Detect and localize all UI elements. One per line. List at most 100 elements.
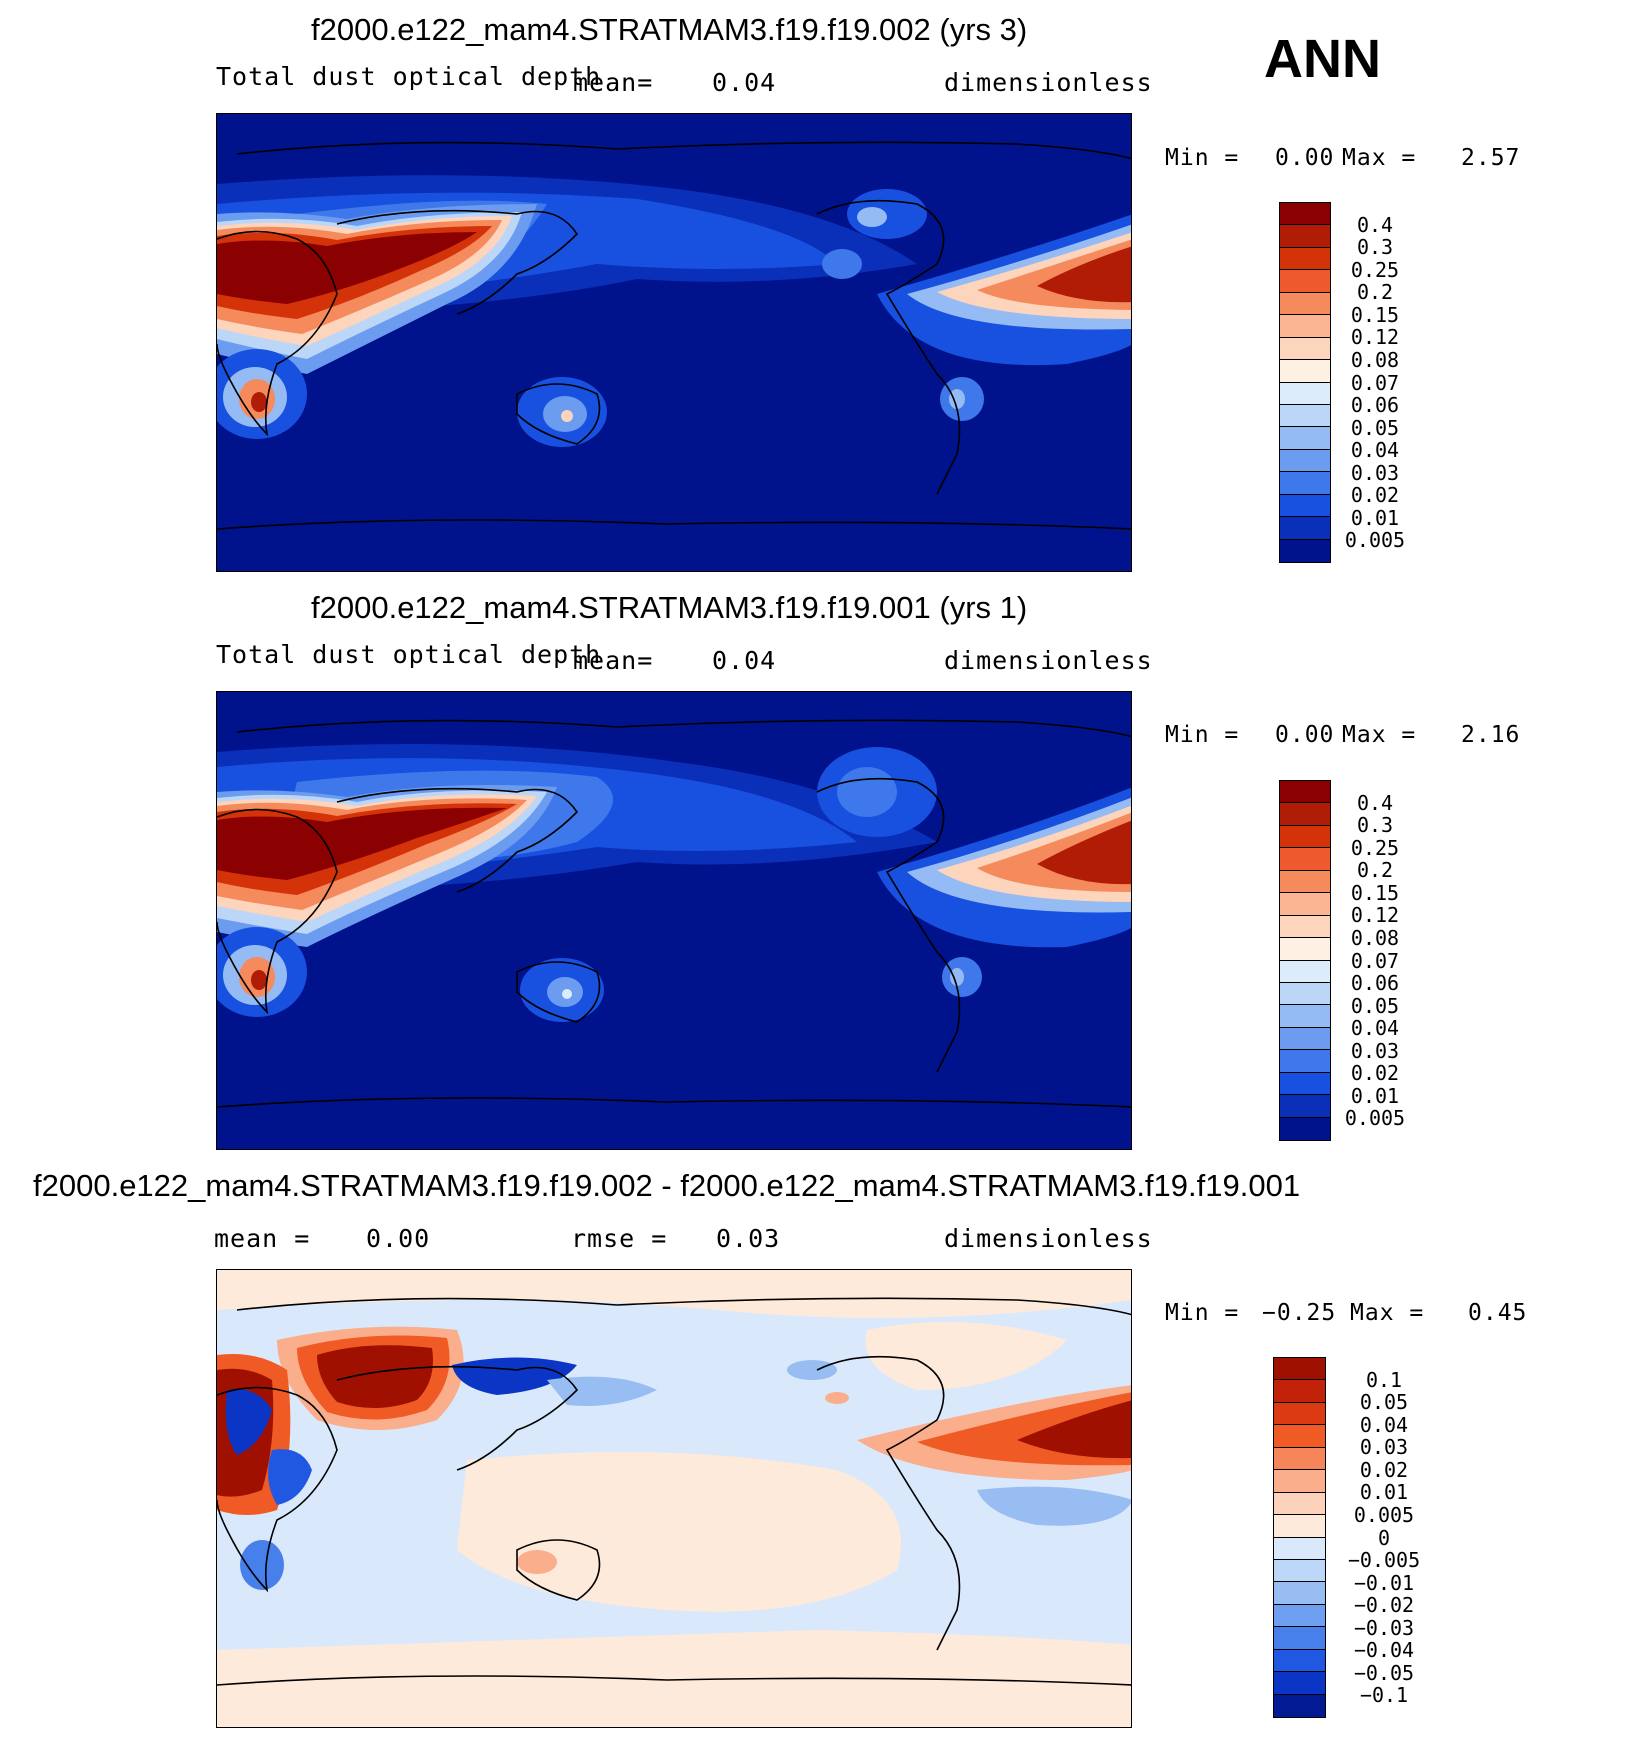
colorbar-tick-label: 0.4 <box>1356 790 1394 815</box>
colorbar-tick-label: 0.005 <box>1344 528 1406 553</box>
colorbar-swatch <box>1274 1582 1325 1605</box>
colorbar-tick-label: 0.1 <box>1365 1367 1403 1392</box>
colorbar-tick-label: 0.02 <box>1359 1457 1409 1482</box>
colorbar-swatch <box>1274 1672 1325 1695</box>
panel-2-max-value: 2.16 <box>1461 722 1521 748</box>
colorbar-tick-label: 0.12 <box>1350 325 1400 350</box>
colorbar-swatch <box>1280 270 1330 293</box>
colorbar-swatch <box>1280 1050 1330 1073</box>
panel-3-mean-label: mean = <box>214 1224 311 1253</box>
colorbar-swatch <box>1280 315 1330 338</box>
colorbar-tick-label: 0.03 <box>1359 1435 1409 1460</box>
colorbar-swatch <box>1280 848 1330 871</box>
colorbar-tick-label: 0.04 <box>1359 1412 1409 1437</box>
colorbar-swatch <box>1280 472 1330 495</box>
colorbar-swatch <box>1280 1117 1330 1140</box>
colorbar-tick-label: 0.3 <box>1356 813 1394 838</box>
panel-2-map <box>216 691 1132 1150</box>
panel-2-mean-label: mean= <box>573 646 654 675</box>
colorbar-swatch <box>1280 360 1330 383</box>
colorbar-swatch <box>1280 382 1330 405</box>
colorbar-tick-label: 0.005 <box>1353 1502 1415 1527</box>
panel-2-colorbar-ticks: 0.4 0.3 0.25 0.2 0.15 0.12 0.08 0.07 0.06 0.05 0.0… <box>1335 780 1415 1141</box>
colorbar-tick-label: 0.02 <box>1350 483 1400 508</box>
colorbar-swatch <box>1280 938 1330 961</box>
colorbar-swatch <box>1280 1095 1330 1118</box>
colorbar-swatch <box>1280 870 1330 894</box>
panel-3-colorbar-ticks: 0.1 0.05 0.04 0.03 0.02 0.01 0.005 0 −0.005 −0.01… <box>1334 1357 1434 1718</box>
colorbar-swatch <box>1280 1027 1330 1051</box>
colorbar-swatch <box>1280 404 1330 428</box>
colorbar-tick-label: 0.2 <box>1356 858 1394 883</box>
colorbar-swatch <box>1274 1425 1325 1448</box>
colorbar-swatch <box>1280 494 1330 518</box>
colorbar-swatch <box>1280 427 1330 450</box>
colorbar-tick-label: 0.15 <box>1350 302 1400 327</box>
colorbar-tick-label: −0.05 <box>1353 1660 1415 1685</box>
panel-1-min-label: Min = <box>1165 145 1240 171</box>
panel-1-map <box>216 113 1132 572</box>
colorbar-swatch <box>1280 982 1330 1006</box>
colorbar-swatch <box>1274 1358 1325 1381</box>
colorbar-swatch <box>1280 803 1330 826</box>
colorbar-swatch <box>1274 1559 1325 1583</box>
colorbar-swatch <box>1280 781 1330 804</box>
colorbar-swatch <box>1274 1402 1325 1426</box>
panel-1-variable: Total dust optical depth <box>216 62 602 91</box>
colorbar-tick-label: 0.25 <box>1350 257 1400 282</box>
panel-1-units: dimensionless <box>944 68 1153 97</box>
colorbar-swatch <box>1280 1005 1330 1028</box>
panel-3-colorbar <box>1273 1357 1326 1718</box>
colorbar-tick-label: 0.03 <box>1350 1038 1400 1063</box>
colorbar-swatch <box>1280 960 1330 983</box>
colorbar-swatch <box>1280 915 1330 939</box>
panel-3-max-value: 0.45 <box>1468 1300 1528 1326</box>
panel-1-mean-label: mean= <box>573 68 654 97</box>
colorbar-swatch <box>1274 1537 1325 1560</box>
colorbar-tick-label: −0.04 <box>1353 1638 1415 1663</box>
colorbar-tick-label: 0.05 <box>1350 415 1400 440</box>
colorbar-tick-label: 0.25 <box>1350 835 1400 860</box>
panel-2-mean-value: 0.04 <box>712 646 777 675</box>
colorbar-swatch <box>1280 893 1330 916</box>
panel-2-variable: Total dust optical depth <box>216 640 602 669</box>
panel-1-max-value: 2.57 <box>1461 145 1521 171</box>
panel-3-title: f2000.e122_mam4.STRATMAM3.f19.f19.002 - … <box>33 1168 1301 1203</box>
colorbar-swatch <box>1280 449 1330 473</box>
panel-3-map <box>216 1269 1132 1728</box>
colorbar-tick-label: −0.005 <box>1347 1548 1421 1573</box>
colorbar-tick-label: 0.03 <box>1350 460 1400 485</box>
colorbar-swatch <box>1274 1515 1325 1538</box>
colorbar-tick-label: −0.02 <box>1353 1593 1415 1618</box>
panel-3-max-label: Max = <box>1350 1300 1425 1326</box>
colorbar-tick-label: 0.2 <box>1356 280 1394 305</box>
colorbar-tick-label: 0.08 <box>1350 347 1400 372</box>
colorbar-tick-label: 0.04 <box>1350 438 1400 463</box>
colorbar-tick-label: 0.05 <box>1359 1390 1409 1415</box>
colorbar-swatch <box>1274 1649 1325 1673</box>
colorbar-tick-label: 0.15 <box>1350 880 1400 905</box>
panel-1-min-value: 0.00 <box>1275 145 1335 171</box>
panel-1-mean-value: 0.04 <box>712 68 777 97</box>
panel-3-mean-value: 0.00 <box>366 1224 431 1253</box>
colorbar-tick-label: 0.07 <box>1350 370 1400 395</box>
panel-3-rmse-value: 0.03 <box>716 1224 781 1253</box>
colorbar-tick-label: 0.4 <box>1356 212 1394 237</box>
panel-1-title: f2000.e122_mam4.STRATMAM3.f19.f19.002 (y… <box>311 12 1028 47</box>
colorbar-tick-label: 0.01 <box>1350 1083 1400 1108</box>
colorbar-tick-label: 0.08 <box>1350 925 1400 950</box>
colorbar-swatch <box>1280 203 1330 226</box>
colorbar-tick-label: 0.3 <box>1356 235 1394 260</box>
panel-2-colorbar <box>1279 780 1331 1141</box>
panel-1-colorbar <box>1279 202 1331 563</box>
season-label: ANN <box>1264 29 1381 89</box>
colorbar-tick-label: 0.05 <box>1350 993 1400 1018</box>
panel-1-max-label: Max = <box>1342 145 1417 171</box>
colorbar-swatch <box>1280 247 1330 271</box>
colorbar-tick-label: 0 <box>1377 1525 1391 1550</box>
panel-3-rmse-label: rmse = <box>571 1224 668 1253</box>
panel-2-min-value: 0.00 <box>1275 722 1335 748</box>
colorbar-swatch <box>1280 539 1330 562</box>
colorbar-tick-label: 0.01 <box>1350 505 1400 530</box>
colorbar-swatch <box>1280 292 1330 316</box>
